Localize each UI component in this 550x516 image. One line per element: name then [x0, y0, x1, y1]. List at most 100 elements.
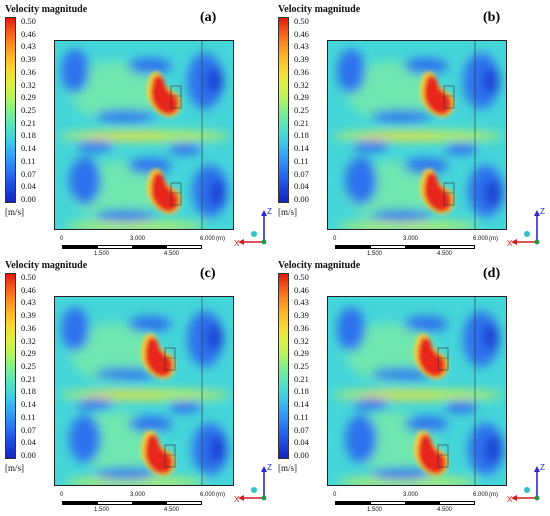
low-velocity-zone [463, 53, 499, 109]
velocity-contour-field [54, 296, 234, 486]
colorbar-unit: [m/s] [5, 463, 24, 473]
colorbar-tick: 0.25 [294, 105, 309, 115]
low-velocity-zone [345, 415, 377, 463]
panel-label: (d) [483, 266, 501, 281]
low-velocity-core [485, 179, 501, 207]
low-velocity-zone [77, 140, 113, 152]
low-velocity-zone [95, 110, 155, 122]
x-axis-arrowhead [511, 239, 517, 245]
low-velocity-zone [353, 140, 389, 152]
colorbar-tick: 0.29 [21, 92, 36, 103]
low-velocity-zone [371, 468, 431, 480]
contour-panel-c: Velocity magnitude (c) 0.50 0.46 0.43 0.39 0… [0, 256, 275, 513]
inlet-mesh-box [170, 182, 182, 206]
inlet-mesh-box [170, 85, 182, 109]
scale-bar-label: 0 [60, 236, 64, 242]
colorbar-tick: 0.50 [294, 16, 309, 26]
low-velocity-zone [61, 49, 89, 93]
y-axis-point [534, 239, 540, 245]
scale-bar-segment [97, 502, 132, 504]
low-velocity-zone [95, 210, 155, 222]
colorbar-tick: 0.46 [21, 28, 36, 39]
colorbar-tick: 0.36 [294, 322, 309, 333]
scale-bar: 0 3.000 6.000 (m) 1.500 4.500 [331, 490, 501, 516]
low-velocity-zone [445, 143, 477, 155]
colorbar-unit: [m/s] [5, 207, 24, 217]
x-axis-arrowhead [238, 239, 244, 245]
jet-core [145, 337, 173, 377]
scale-bar-unit: (m) [216, 492, 225, 498]
scale-bar-label: 1.500 [94, 251, 110, 257]
scale-bar-segment [370, 502, 405, 504]
colorbar-tick: 0.46 [21, 284, 36, 295]
low-velocity-zone [77, 398, 113, 410]
scale-bar-label: 1.500 [367, 251, 383, 257]
jet-core [151, 172, 179, 212]
scale-bar-label: 6.000 [473, 492, 489, 498]
low-velocity-zone [169, 401, 201, 413]
scale-bar-label: 3.000 [403, 236, 419, 242]
colorbar-title: Velocity magnitude [5, 4, 88, 15]
flow-region [346, 323, 436, 383]
wall-jet [65, 221, 205, 229]
colorbar-tick: 0.14 [294, 143, 309, 154]
scale-bar-segment [97, 246, 132, 248]
scale-bar-label: 4.500 [164, 251, 180, 257]
colorbar-tick: 0.00 [294, 450, 309, 460]
view-sphere [524, 231, 530, 237]
scale-bar-label: 0 [60, 492, 64, 498]
colorbar-tick: 0.21 [21, 373, 36, 384]
low-velocity-zone [345, 157, 377, 205]
scale-bar-ruler [62, 501, 202, 505]
contour-panel-a: Velocity magnitude (a) 0.50 0.46 0.43 0.39 0… [0, 0, 275, 257]
flow-region [70, 61, 160, 121]
panel-label: (a) [200, 10, 217, 25]
low-velocity-core [209, 179, 225, 207]
low-velocity-core [485, 435, 501, 463]
colorbar-tick: 0.14 [21, 143, 36, 154]
x-axis-arrowhead [511, 495, 517, 501]
inlet-mesh-box [443, 85, 455, 109]
velocity-contour-field [54, 40, 234, 230]
colorbar-tick: 0.50 [21, 16, 36, 26]
low-velocity-core [483, 323, 499, 351]
colorbar-tick: 0.46 [294, 28, 309, 39]
view-sphere [251, 487, 257, 493]
colorbar-tick: 0.43 [21, 297, 36, 308]
low-velocity-zone [337, 49, 365, 93]
jet-core [424, 75, 452, 115]
colorbar-tick: 0.11 [21, 411, 36, 422]
low-velocity-zone [128, 416, 172, 432]
scale-bar-segment [439, 502, 474, 504]
scale-bar-segment [336, 502, 371, 504]
z-axis-arrowhead [261, 210, 267, 216]
colorbar-tick: 0.29 [294, 348, 309, 359]
wall-jet [65, 477, 205, 485]
scale-bar-label: 4.500 [437, 507, 453, 513]
colorbar-tick: 0.18 [21, 386, 36, 397]
colorbar-tick: 0.32 [294, 335, 309, 346]
shear-layer [85, 392, 165, 398]
low-velocity-zone [169, 143, 201, 155]
scale-bar-segment [370, 246, 405, 248]
colorbar-tick: 0.46 [294, 284, 309, 295]
colorbar-tick: 0.00 [21, 194, 36, 204]
colorbar [278, 273, 289, 459]
inlet-mesh-box [437, 444, 449, 468]
inlet-mesh-box [164, 444, 176, 468]
colorbar-tick: 0.04 [21, 181, 36, 192]
low-velocity-zone [95, 468, 155, 480]
view-sphere [524, 487, 530, 493]
wall-jet [338, 477, 478, 485]
low-velocity-zone [404, 416, 448, 432]
shear-layer [358, 392, 438, 398]
scale-bar-label: 3.000 [130, 236, 146, 242]
jet-core [145, 434, 173, 474]
colorbar-tick: 0.14 [21, 399, 36, 410]
view-sphere [251, 231, 257, 237]
inlet-mesh-box [443, 182, 455, 206]
z-axis-label: Z [540, 207, 545, 216]
scale-bar-label: 6.000 [200, 492, 216, 498]
